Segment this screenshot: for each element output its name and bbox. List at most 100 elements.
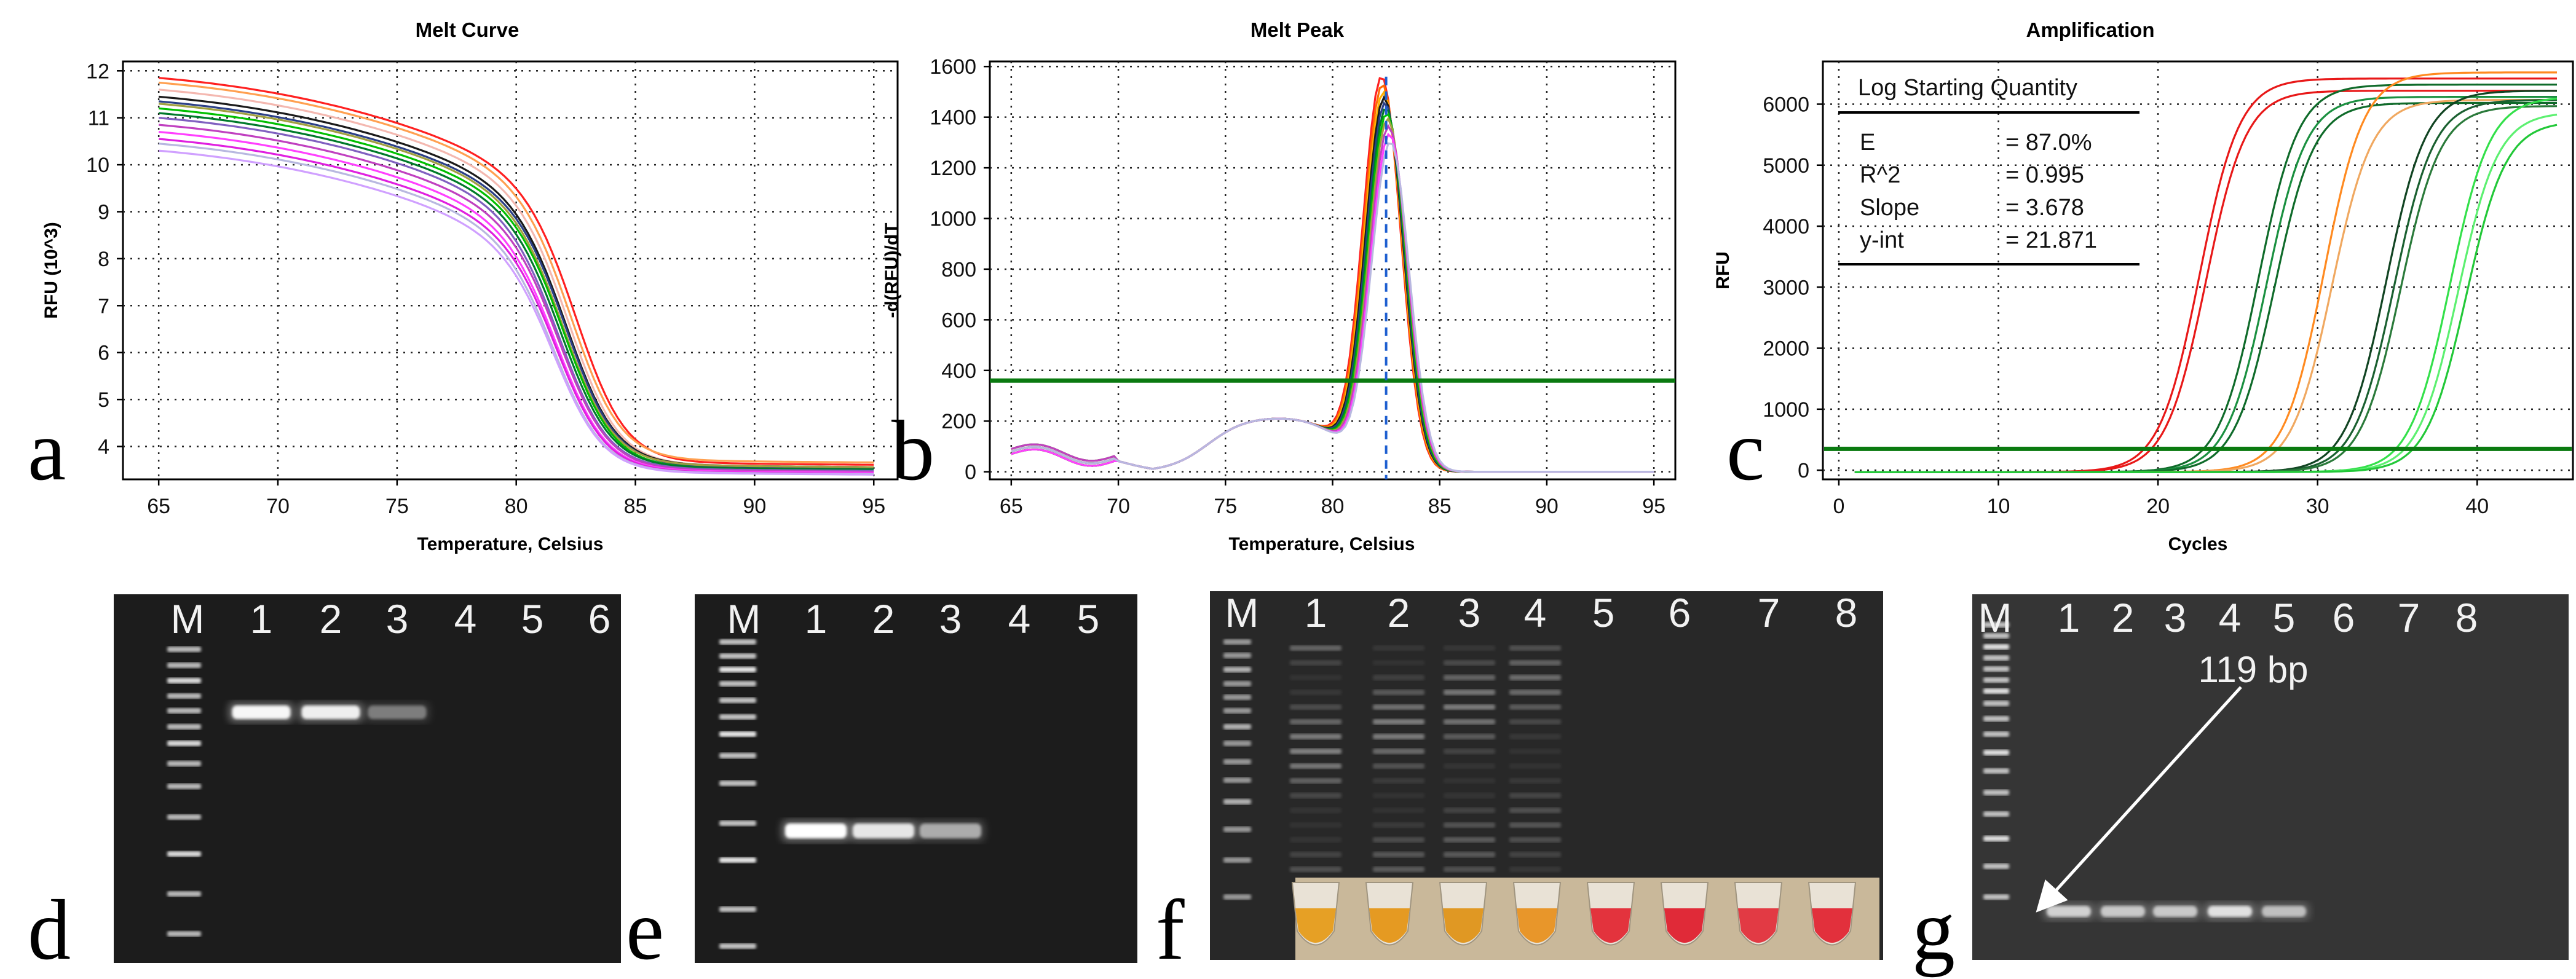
gel-smear-band xyxy=(1509,675,1561,680)
melt-curve-y-tick-label: 11 xyxy=(88,107,109,130)
melt-curve-y-tick-label: 7 xyxy=(98,294,109,318)
ladder-band xyxy=(719,714,756,720)
ladder-band xyxy=(1983,768,2009,774)
melt-curve-series-line xyxy=(159,103,874,468)
ladder-band xyxy=(1983,731,2009,737)
gel-g-lane-label-8: 8 xyxy=(2455,595,2478,640)
gel-smear-band xyxy=(1290,793,1341,798)
melt-peak-y-tick-label: 0 xyxy=(965,461,976,484)
amplification-x-tick-label: 10 xyxy=(1987,495,2010,518)
amplification-y-tick-label: 6000 xyxy=(1763,93,1809,116)
amplification-x-ticks: 0 10 20 30 40 xyxy=(1833,479,2489,518)
gel-smear-band xyxy=(1509,867,1561,872)
gel-g-background xyxy=(1972,594,2569,960)
melt-peak-x-ticks: 65 70 75 80 85 90 95 xyxy=(1000,479,1665,518)
melt-peak-grid xyxy=(990,61,1675,479)
amplification-y-tick-label: 1000 xyxy=(1763,398,1809,422)
gel-smear-band xyxy=(1444,645,1495,651)
gel-smear-band xyxy=(1509,645,1561,651)
gel-d-lane-label-1: 1 xyxy=(250,596,273,642)
gel-smear-band xyxy=(1373,822,1424,828)
melt-peak-y-tick-label: 400 xyxy=(941,360,976,383)
gel-f-lane-label-4: 4 xyxy=(1524,590,1547,635)
gel-smear-band xyxy=(1373,719,1424,725)
gel-smear-band xyxy=(1290,645,1341,651)
gel-g-annotation-label: 119 bp xyxy=(2198,649,2308,690)
gel-f-lane-label-5: 5 xyxy=(1592,590,1615,635)
stats-label-slope: Slope xyxy=(1860,195,1919,221)
ladder-band xyxy=(1223,741,1251,746)
gel-smear-band xyxy=(1373,793,1424,798)
melt-peak-y-tick-label: 1400 xyxy=(930,106,976,130)
melt-peak-y-tick-label: 600 xyxy=(941,309,976,332)
melt-curve-x-tick-label: 70 xyxy=(266,495,290,518)
panel-letter-d: d xyxy=(28,883,71,978)
melt-curve-x-tick-label: 85 xyxy=(624,495,647,518)
melt-curve-y-label: RFU (10^3) xyxy=(41,222,61,319)
gel-d: M 1 2 3 4 5 6 xyxy=(114,594,621,963)
ladder-band xyxy=(719,731,756,737)
gel-d-lane-label-3: 3 xyxy=(386,596,409,642)
ladder-band xyxy=(167,891,201,897)
ladder-band xyxy=(167,741,201,746)
melt-peak-y-tick-label: 1200 xyxy=(930,157,976,180)
reaction-tube-liquid xyxy=(1664,908,1705,943)
amplification-y-tick-label: 3000 xyxy=(1763,276,1809,299)
ladder-band xyxy=(167,761,201,766)
gel-d-ladder xyxy=(167,647,201,937)
ladder-band xyxy=(719,857,756,863)
gel-g: 119 bp M 1 2 3 4 5 6 7 8 xyxy=(1972,594,2569,960)
melt-peak-chart: Melt Peak 65 70 75 80 85 90 95 0 200 400 600 800 10… xyxy=(882,18,1677,554)
melt-peak-x-tick-label: 65 xyxy=(1000,495,1023,518)
gel-band xyxy=(301,706,360,719)
gel-g-lane-label-3: 3 xyxy=(2164,595,2187,640)
ladder-band xyxy=(1223,777,1251,783)
gel-e-lane-label-5: 5 xyxy=(1077,596,1100,642)
gel-smear-band xyxy=(1290,763,1341,769)
ladder-band xyxy=(719,639,756,645)
gel-smear-band xyxy=(1509,837,1561,843)
ladder-band xyxy=(167,851,201,857)
melt-curve-y-tick-label: 6 xyxy=(98,342,109,365)
reaction-tube-liquid xyxy=(1369,908,1410,943)
melt-curve-y-tick-label: 12 xyxy=(86,60,109,83)
gel-smear-band xyxy=(1444,778,1495,784)
melt-peak-series-group xyxy=(1011,77,1654,473)
ladder-band xyxy=(1223,857,1251,863)
melt-curve-x-tick-label: 65 xyxy=(147,495,170,518)
amplification-x-tick-label: 30 xyxy=(2306,495,2329,518)
melt-curve-y-tick-label: 5 xyxy=(98,388,109,412)
gel-band xyxy=(2262,906,2306,917)
melt-curve-x-tick-label: 90 xyxy=(743,495,766,518)
ladder-band xyxy=(719,653,756,659)
gel-smear-band xyxy=(1290,778,1341,784)
stats-value-r2: = 0.995 xyxy=(2005,162,2084,188)
ladder-band xyxy=(167,678,201,683)
gel-g-lane-label-m: M xyxy=(1978,595,2012,640)
panel-letter-b: b xyxy=(891,403,934,498)
ladder-band xyxy=(719,753,756,758)
gel-f-lane-label-8: 8 xyxy=(1835,590,1858,635)
reaction-tube-liquid xyxy=(1590,908,1631,943)
ladder-band xyxy=(719,906,756,912)
melt-peak-y-tick-label: 1000 xyxy=(930,208,976,231)
ladder-band xyxy=(1223,694,1251,700)
melt-curve-y-tick-label: 4 xyxy=(98,436,109,459)
ladder-band xyxy=(1983,688,2009,694)
amplification-x-label: Cycles xyxy=(2168,534,2228,554)
panel-letter-c: c xyxy=(1726,403,1764,498)
amplification-series-group xyxy=(1854,71,2558,473)
gel-band xyxy=(232,706,291,719)
melt-curve-series-line xyxy=(159,81,874,464)
ladder-band xyxy=(1223,724,1251,729)
melt-curve-y-tick-label: 8 xyxy=(98,248,109,271)
gel-g-lane-label-7: 7 xyxy=(2398,595,2420,640)
gel-smear-band xyxy=(1373,867,1424,872)
melt-peak-x-label: Temperature, Celsius xyxy=(1229,534,1415,554)
melt-curve-title: Melt Curve xyxy=(416,18,520,41)
gel-smear-band xyxy=(1509,660,1561,666)
gel-smear-band xyxy=(1373,778,1424,784)
gel-f-lane-label-2: 2 xyxy=(1388,590,1410,635)
ladder-band xyxy=(1983,790,2009,795)
gel-smear-band xyxy=(1444,822,1495,828)
